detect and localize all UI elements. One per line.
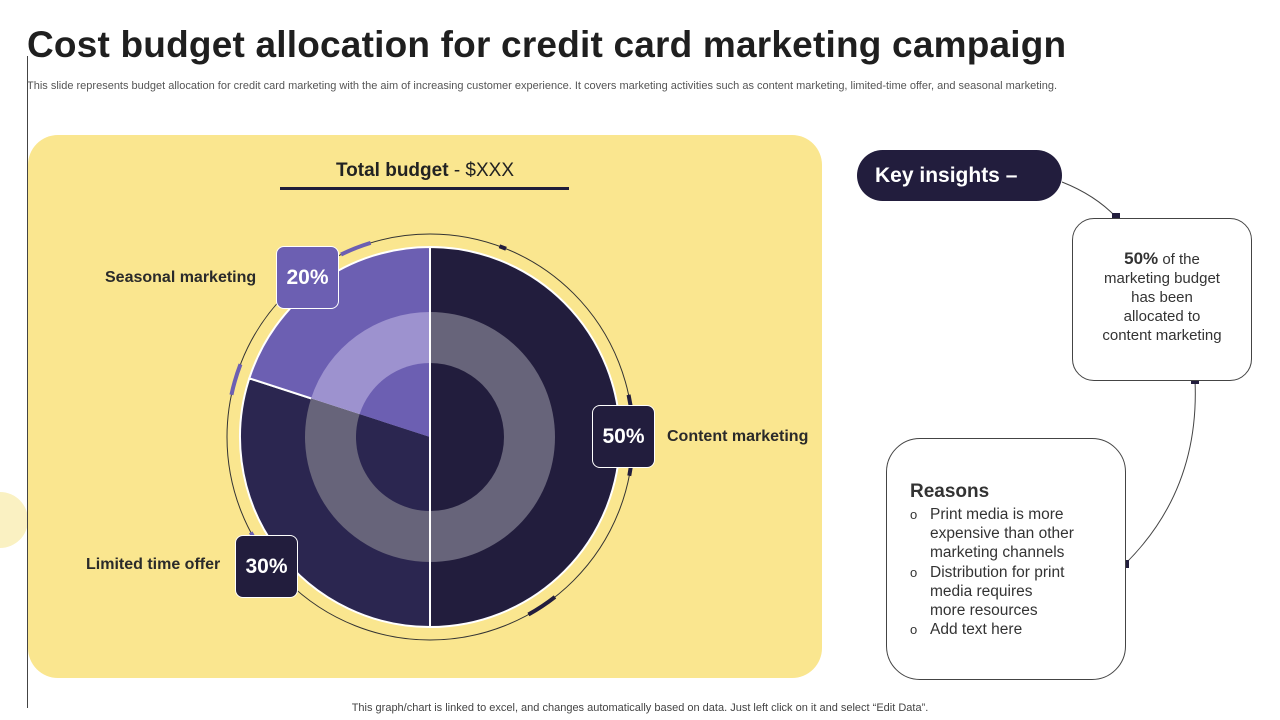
insight-box: 50% of the marketing budget has been all… — [1072, 218, 1252, 381]
reason-line: Print media is more — [930, 506, 1064, 523]
reason-line: Distribution for print — [930, 563, 1065, 581]
reason-line: Add text here — [930, 621, 1023, 639]
bullet-icon: o — [910, 622, 918, 638]
key-insights-pill: Key insights – — [857, 150, 1062, 201]
chart-title-bold: Total budget — [335, 160, 449, 181]
category-label-content: Content marketing — [667, 428, 809, 445]
pie-slice-limited-inner[interactable] — [355, 414, 430, 511]
chart-title: Total budget - $XXX — [280, 160, 570, 182]
category-label-seasonal: Seasonal marketing — [105, 269, 257, 286]
pct-label-content: 50% — [592, 405, 655, 468]
reason-item: o Print media is more expensive than oth… — [910, 505, 1115, 563]
chart-title-rest: - $XXX — [448, 160, 515, 181]
left-divider — [27, 56, 28, 708]
insight-highlight-value: 50% — [1124, 249, 1159, 268]
insight-line: marketing budget — [1104, 270, 1220, 287]
insight-line: content marketing — [1102, 327, 1222, 344]
bullet-icon: o — [910, 564, 918, 580]
pct-label-seasonal: 20% — [276, 246, 339, 309]
connector-pill-to-box — [1061, 181, 1117, 218]
insight-line: of the — [1158, 251, 1200, 268]
connector-node — [1112, 213, 1120, 221]
bullet-icon: o — [910, 507, 918, 522]
ring-accent-arc — [229, 363, 243, 396]
pie-slice-seasonal-inner[interactable] — [359, 363, 430, 437]
ring-accent-arc — [527, 595, 557, 617]
connector-box-to-reasons — [1124, 379, 1196, 565]
insight-line: has been — [1131, 289, 1193, 306]
pie-slice-content-inner[interactable] — [430, 363, 504, 511]
reason-line: more resources — [930, 602, 1038, 620]
ring-accent-arc — [498, 244, 507, 251]
reasons-title: Reasons — [910, 481, 990, 502]
insight-line: allocated to — [1123, 308, 1201, 325]
footer-note: This graph/chart is linked to excel, and… — [351, 702, 929, 714]
page-title: Cost budget allocation for credit card m… — [27, 24, 1067, 65]
reason-item: o Add text here — [910, 620, 1115, 639]
page-subtitle: This slide represents budget allocation … — [27, 80, 1057, 92]
chart-title-underline — [280, 187, 569, 190]
ring-accent-arc — [340, 240, 372, 257]
reason-line: media requires — [930, 582, 1033, 600]
reason-item: o Distribution for print media requires … — [910, 563, 1115, 621]
pct-label-limited: 30% — [235, 535, 298, 598]
category-label-limited: Limited time offer — [86, 556, 221, 573]
reasons-box: Reasons o Print media is more expensive … — [886, 438, 1126, 680]
reasons-list: o Print media is more expensive than oth… — [910, 505, 1115, 639]
reason-line: expensive than other — [930, 525, 1074, 543]
reason-line: marketing channels — [930, 544, 1065, 562]
